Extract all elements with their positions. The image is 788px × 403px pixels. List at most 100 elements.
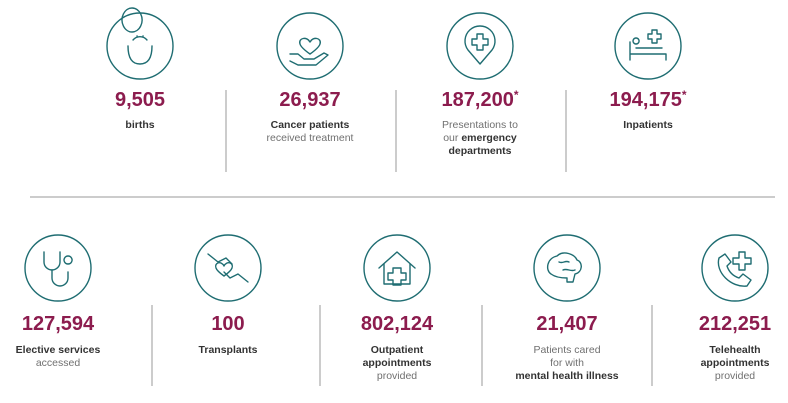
stat-value: 194,175 [610, 89, 682, 111]
icon [289, 37, 329, 66]
icon-stroke [207, 253, 233, 265]
stat-label: for with [550, 357, 584, 369]
icon-stroke [647, 29, 662, 44]
stat-number: 26,937 [279, 89, 340, 111]
stat-item: 194,175* Inpatients [610, 12, 687, 131]
icon-stroke [732, 251, 752, 271]
stat-label: appointments [363, 357, 432, 369]
stat-value: 212,251 [699, 313, 771, 335]
icon [629, 29, 667, 61]
label-segment: accessed [36, 357, 81, 369]
label-segment: provided [715, 370, 755, 382]
icon-stroke [387, 267, 407, 286]
icon-stroke [214, 261, 234, 277]
icon-stroke [63, 255, 73, 265]
label-segment: births [125, 119, 154, 131]
stat-value: 26,937 [279, 89, 340, 111]
icon [717, 251, 752, 287]
label-segment: mental health illness [515, 370, 618, 382]
stat-number: 21,407 [536, 313, 597, 335]
label-segment: for with [550, 357, 584, 369]
footnote-mark: * [514, 88, 519, 102]
icon [43, 251, 73, 287]
icon [378, 251, 416, 286]
stat-label: births [125, 119, 154, 131]
label-segment: Cancer patients [271, 119, 350, 131]
stat-label: departments [448, 145, 511, 157]
stat-label: our emergency [443, 132, 517, 144]
icon-ring [614, 12, 682, 80]
stat-value: 9,505 [115, 89, 165, 111]
footnote-mark: * [682, 88, 687, 102]
icon-stroke [378, 251, 416, 269]
icon-ring [276, 12, 344, 80]
stat-label: provided [377, 370, 417, 382]
label-segment: provided [377, 370, 417, 382]
icon-stroke [632, 37, 640, 45]
stat-label: Elective services [16, 344, 101, 356]
icon-stroke [717, 253, 752, 287]
icon-stroke [132, 36, 148, 41]
icon [546, 252, 582, 283]
icon-stroke [121, 7, 143, 33]
stat-value: 187,200 [442, 89, 514, 111]
stat-number: 194,175* [610, 88, 687, 111]
label-segment: Presentations to [442, 119, 518, 131]
stat-label: mental health illness [515, 370, 618, 382]
icon-stroke [629, 41, 667, 61]
stat-label: Outpatient [371, 344, 424, 356]
icon-ring [24, 234, 92, 302]
stat-label: Inpatients [623, 119, 673, 131]
stat-number: 127,594 [22, 313, 95, 335]
icon-ring [106, 12, 174, 80]
icon-ring [701, 234, 769, 302]
stat-label: received treatment [267, 132, 354, 144]
icon-stroke [464, 25, 496, 65]
icon-stroke [546, 252, 582, 283]
label-segment: Telehealth [709, 344, 760, 356]
stat-value: 802,124 [361, 313, 434, 335]
icon-stroke [471, 33, 489, 51]
label-segment: our [443, 132, 461, 144]
stat-item: 100 Transplants [194, 234, 262, 356]
icon-stroke [127, 45, 153, 65]
stat-item: 9,505 births [106, 7, 174, 131]
stat-label: provided [715, 370, 755, 382]
label-segment: Outpatient [371, 344, 424, 356]
icon-stroke [43, 251, 61, 271]
label-segment: received treatment [267, 132, 354, 144]
stat-number: 100 [211, 313, 244, 335]
label-segment: departments [448, 145, 511, 157]
icon-stroke [289, 52, 329, 66]
stat-number: 187,200* [442, 88, 519, 111]
icon-stroke [51, 269, 69, 287]
icon [207, 253, 249, 283]
label-segment: Inpatients [623, 119, 673, 131]
stat-value: 100 [211, 313, 244, 335]
stat-label: accessed [36, 357, 81, 369]
label-segment: Elective services [16, 344, 101, 356]
icon [464, 25, 496, 65]
icon-ring [194, 234, 262, 302]
stat-number: 212,251 [699, 313, 771, 335]
label-segment: emergency [461, 132, 517, 144]
stat-value: 21,407 [536, 313, 597, 335]
icon-ring [363, 234, 431, 302]
stat-label: Patients cared [533, 344, 600, 356]
label-segment: Patients cared [533, 344, 600, 356]
stat-number: 9,505 [115, 89, 165, 111]
stat-value: 127,594 [22, 313, 95, 335]
stat-label: appointments [701, 357, 770, 369]
icon-stroke [223, 271, 249, 283]
icon-ring [446, 12, 514, 80]
stat-label: Telehealth [709, 344, 760, 356]
stat-label: Transplants [199, 344, 258, 356]
icon [121, 7, 153, 65]
icon-stroke [383, 263, 411, 285]
stat-label: Cancer patients [271, 119, 350, 131]
